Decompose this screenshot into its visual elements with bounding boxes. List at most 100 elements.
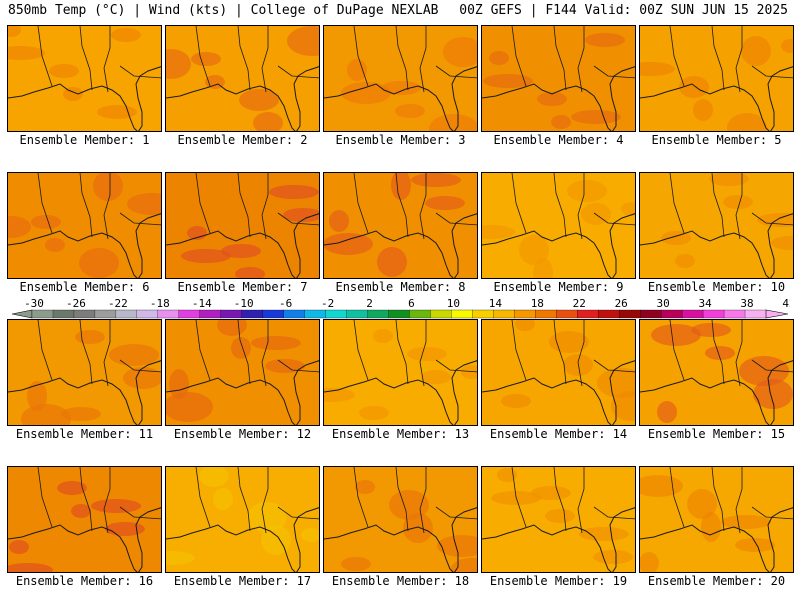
temperature-contour-fill [31, 215, 61, 229]
temperature-map [639, 25, 794, 132]
state-border [119, 65, 161, 79]
temperature-contour-fill [105, 522, 145, 536]
colorbar-tick-label: 10 [447, 297, 460, 310]
colorbar-segment [346, 309, 368, 319]
temperature-contour-fill [166, 392, 213, 422]
temperature-contour-fill [355, 480, 375, 494]
coastline [640, 66, 793, 131]
colorbar-segment [31, 309, 54, 319]
state-border [353, 467, 369, 528]
ensemble-member-label: Ensemble Member: 8 [335, 280, 466, 294]
coastline [166, 66, 319, 131]
state-border [711, 173, 725, 238]
colorbar-tick-label: 30 [657, 297, 670, 310]
temperature-map [165, 172, 320, 279]
temperature-contour-fill [482, 225, 515, 239]
state-border [119, 359, 161, 373]
temperature-map [7, 172, 162, 279]
colorbar-segment [723, 309, 746, 319]
temperature-contour-fill [537, 92, 567, 106]
colorbar-tick-label: -2 [321, 297, 334, 310]
temperature-contour-fill [501, 394, 531, 408]
state-border [419, 467, 427, 534]
coastline [166, 507, 319, 572]
ensemble-member-panel: Ensemble Member: 18 [323, 466, 478, 598]
ensemble-member-panel: Ensemble Member: 5 [639, 25, 794, 157]
temperature-contour-fill [735, 538, 775, 552]
colorbar-tick-label: -30 [24, 297, 44, 310]
colorbar-segment [681, 309, 704, 319]
ensemble-member-panel: Ensemble Member: 15 [639, 319, 794, 451]
page-title: 850mb Temp (°C) | Wind (kts) | College o… [8, 3, 439, 18]
colorbar-segment [493, 309, 515, 319]
temperature-contour-fill [407, 347, 447, 361]
temperature-contour-fill [585, 33, 625, 47]
coastline [482, 213, 635, 278]
coastline [640, 360, 793, 425]
colorbar-segment [262, 309, 285, 319]
state-border [511, 320, 527, 381]
state-border [669, 173, 685, 234]
temperature-contour-fill [597, 368, 635, 398]
state-border [711, 467, 725, 532]
ensemble-member-label: Ensemble Member: 13 [331, 427, 470, 441]
temperature-contour-fill [549, 331, 589, 353]
temperature-contour-fill [191, 52, 221, 66]
ensemble-member-label: Ensemble Member: 11 [15, 427, 154, 441]
temperature-contour-fill [231, 337, 251, 359]
state-border [577, 467, 585, 534]
temperature-contour-fill [251, 336, 301, 350]
state-border [79, 173, 93, 238]
ensemble-member-panel: Ensemble Member: 2 [165, 25, 320, 157]
state-border [419, 26, 427, 93]
temperature-contour-fill [741, 36, 771, 66]
temperature-contour-fill [235, 267, 265, 278]
temperature-map [481, 466, 636, 573]
temperature-contour-fill [545, 509, 575, 523]
state-border [435, 212, 477, 226]
ensemble-member-label: Ensemble Member: 15 [647, 427, 786, 441]
temperature-contour-fill [169, 369, 189, 399]
colorbar-segment [283, 309, 306, 319]
state-border [37, 467, 53, 528]
temperature-contour-fill [483, 74, 533, 88]
colorbar-segment [598, 309, 620, 319]
temperature-contour-fill [247, 502, 287, 532]
temperature-contour-fill [651, 324, 701, 346]
temperature-contour-fill [391, 173, 411, 200]
temperature-contour-fill [253, 112, 283, 131]
colorbar-segment [94, 309, 117, 319]
state-border [119, 506, 161, 520]
state-border [711, 26, 725, 91]
colorbar-segment [535, 309, 557, 319]
temperature-contour-fill [531, 486, 571, 500]
temperature-contour-fill [489, 51, 509, 65]
temperature-contour-fill [377, 247, 407, 277]
temperature-map [323, 319, 478, 426]
temperature-contour-fill [75, 330, 105, 344]
state-border [593, 506, 635, 520]
state-border [195, 320, 211, 381]
colorbar-tick-label: -10 [234, 297, 254, 310]
state-border [79, 26, 93, 91]
state-border [751, 65, 793, 79]
state-border [577, 26, 585, 93]
state-border [395, 26, 409, 91]
state-border [553, 320, 567, 385]
colorbar-segment [660, 309, 683, 319]
temperature-contour-fill [109, 344, 159, 366]
temperature-contour-fill [721, 515, 771, 529]
state-border [593, 212, 635, 226]
temperature-map [323, 466, 478, 573]
ensemble-member-label: Ensemble Member: 17 [173, 574, 312, 588]
colorbar-segment [702, 309, 725, 319]
temperature-map [7, 466, 162, 573]
state-border [751, 506, 793, 520]
ensemble-member-label: Ensemble Member: 4 [493, 133, 624, 147]
state-border [669, 467, 685, 528]
temperature-contour-fill [753, 379, 793, 409]
temperature-contour-fill [533, 258, 553, 278]
temperature-contour-fill [497, 468, 517, 482]
colorbar-segment [388, 309, 410, 319]
temperature-contour-fill [691, 323, 731, 337]
